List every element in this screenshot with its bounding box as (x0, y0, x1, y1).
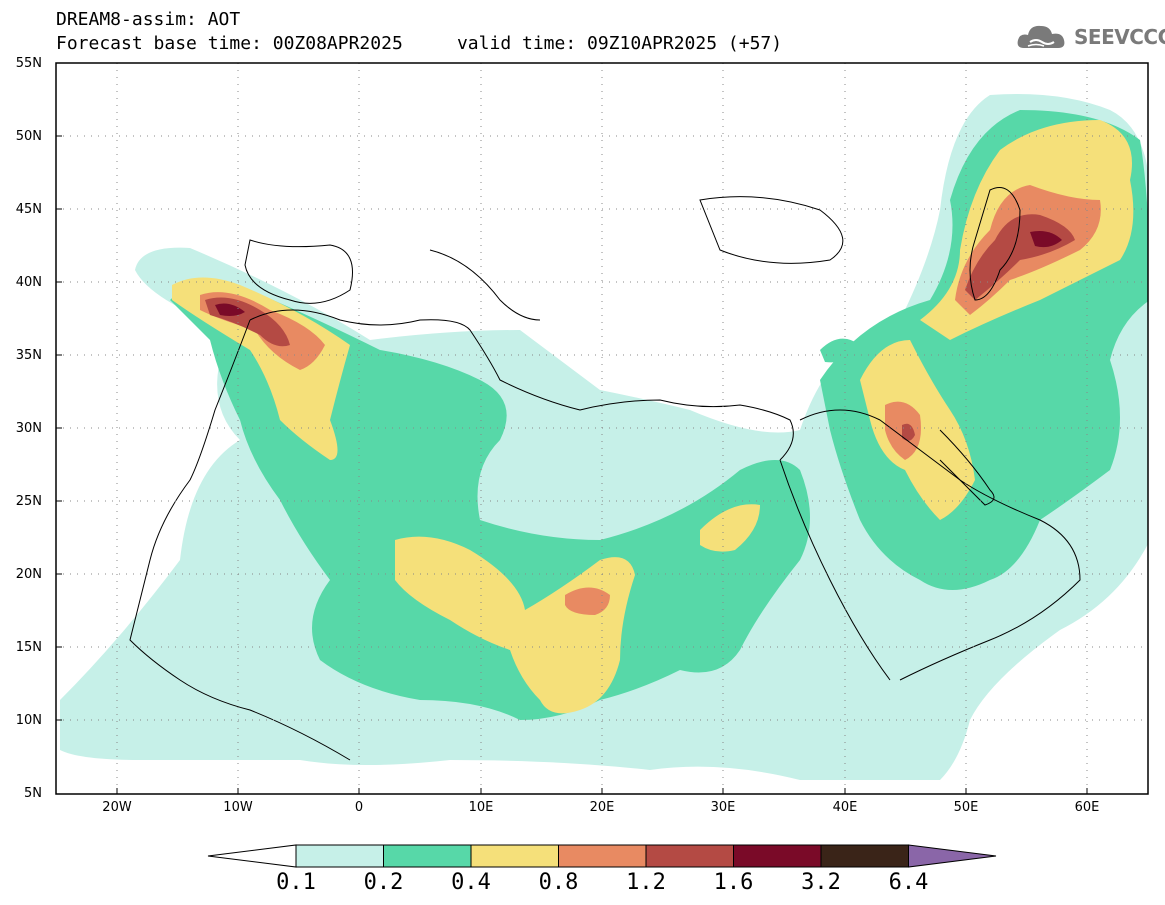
lat-label: 45N (15, 202, 42, 217)
lon-label: 60E (1074, 800, 1100, 815)
aot-band-0.4 (172, 277, 350, 460)
coastline-persian-gulf (939, 429, 995, 506)
lat-label: 25N (15, 494, 42, 509)
aot-band-1.6 (1030, 231, 1062, 248)
lat-label: 30N (15, 421, 42, 436)
grid (56, 63, 1148, 794)
lon-label: 40E (832, 800, 858, 815)
colorbar-label: 0.4 (451, 870, 491, 895)
aot-band-1.6 (215, 303, 245, 316)
coastline-africa-north (249, 309, 794, 461)
colorbar-label: 0.2 (363, 870, 404, 895)
lat-label: 55N (15, 56, 42, 71)
coastline-caspian (969, 187, 1021, 301)
lon-label: 50E (953, 800, 979, 815)
coastline-black-sea (699, 196, 844, 264)
coastline-arabia (799, 409, 1081, 681)
lat-label: 15N (15, 640, 42, 655)
lon-label: 30E (710, 800, 736, 815)
colorbar-label: 6.4 (888, 870, 929, 895)
colorbar-label: 0.1 (276, 870, 316, 895)
seevccc-logo: SEEVCCC (1016, 20, 1165, 54)
aot-band-0.8 (565, 587, 610, 615)
aot-band-0.4 (700, 504, 760, 552)
lon-label: 20W (102, 800, 132, 815)
colorbar-label: 0.8 (538, 870, 579, 895)
map-title: DREAM8-assim: AOT (56, 9, 241, 30)
forecast-time-line: Forecast base time: 00Z08APR2025 valid t… (56, 33, 783, 54)
lat-label: 35N (15, 348, 42, 363)
aot-band-1.2 (902, 423, 915, 441)
lat-label: 40N (15, 275, 42, 290)
colorbar-label: 1.2 (626, 870, 666, 895)
lat-label: 20N (15, 567, 42, 582)
lon-label: 20E (589, 800, 615, 815)
lon-label: 10W (223, 800, 253, 815)
aot-band-0.2 (820, 338, 860, 363)
coastlines (129, 187, 1081, 761)
coastline-africa-west (129, 319, 351, 761)
logo-text: SEEVCCC (1074, 25, 1165, 49)
axis-ticks (56, 62, 1088, 794)
coastline-iberia-europe (244, 239, 353, 304)
coastline-red-sea (779, 459, 891, 681)
coastline-italy (429, 249, 541, 321)
lon-label: 0 (354, 800, 364, 815)
aot-field (60, 94, 1148, 780)
colorbar-label: 1.6 (713, 870, 754, 895)
colorbar-label: 3.2 (801, 870, 841, 895)
lon-label: 10E (468, 800, 494, 815)
lat-label: 5N (24, 786, 42, 801)
cloud-icon (1017, 25, 1065, 48)
lat-label: 50N (15, 129, 42, 144)
aot-band-0.4 (395, 536, 635, 714)
lat-label: 10N (15, 713, 42, 728)
